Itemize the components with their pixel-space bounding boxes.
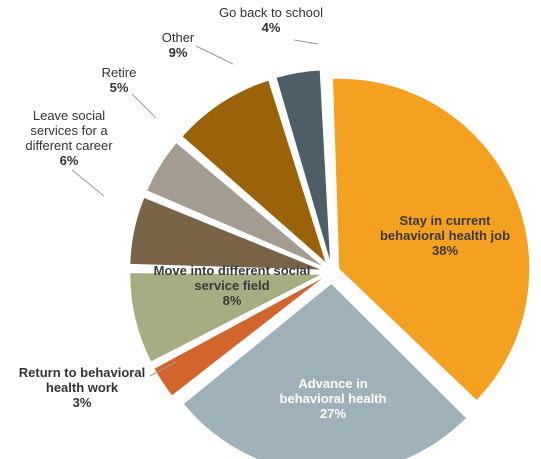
- slice-value-label: 9%: [169, 45, 188, 60]
- slice-label-line: service field: [194, 278, 269, 293]
- slice-label-line: Leave social: [33, 108, 105, 123]
- pie-slice-1: [183, 283, 466, 459]
- leader-line-6: [195, 45, 234, 65]
- pie-slice-5: [147, 143, 322, 266]
- pie-slice-2: [154, 278, 322, 396]
- slice-label-line: Go back to school: [219, 5, 323, 20]
- slice-value-label: 3%: [73, 395, 92, 410]
- slice-label-7: Go back to school 4%: [219, 5, 323, 35]
- slice-label-1: Advance in behavioral health 27%: [280, 376, 387, 421]
- slice-value-label: 38%: [432, 243, 458, 258]
- slice-value-label: 4%: [262, 20, 281, 35]
- pie-slice-6: [182, 80, 326, 262]
- slice-label-line: Other: [162, 30, 195, 45]
- slice-label-line: Retire: [102, 65, 137, 80]
- slice-label-line: health work: [46, 380, 119, 395]
- slice-value-label: 5%: [110, 80, 129, 95]
- slice-label-3: Move into different social service field 8…: [154, 263, 311, 308]
- slice-label-2: Return to behavioral health work 3%: [19, 365, 145, 410]
- pie-slice-7: [276, 70, 330, 261]
- slice-label-0: Stay in current behavioral health job 38%: [380, 213, 510, 258]
- leader-line-7: [293, 39, 319, 45]
- leader-line-4: [71, 169, 105, 197]
- pie-slice-4: [130, 198, 321, 270]
- pie-slice-3: [130, 273, 321, 362]
- slice-label-4: Leave social services for a different care…: [25, 108, 113, 168]
- slice-value-label: 27%: [320, 406, 346, 421]
- slice-label-line: Return to behavioral: [19, 365, 145, 380]
- slice-label-line: Stay in current: [399, 213, 491, 228]
- slice-label-line: services for a: [30, 123, 108, 138]
- leader-lines: [71, 39, 319, 377]
- slice-label-line: Advance in: [298, 376, 367, 391]
- leader-line-2: [149, 361, 177, 377]
- slice-label-line: behavioral health: [280, 391, 387, 406]
- slice-value-label: 8%: [223, 293, 242, 308]
- slice-label-line: different career: [25, 138, 113, 153]
- slice-label-line: Move into different social: [154, 263, 311, 278]
- slice-label-6: Other 9%: [162, 30, 195, 60]
- slice-labels: Stay in current behavioral health job 38% A…: [19, 5, 510, 421]
- pie-slices: [130, 70, 530, 459]
- slice-label-5: Retire 5%: [102, 65, 137, 95]
- slice-value-label: 6%: [60, 153, 79, 168]
- slice-label-line: behavioral health job: [380, 228, 510, 243]
- leader-line-5: [131, 93, 157, 119]
- pie-slice-0: [333, 78, 530, 401]
